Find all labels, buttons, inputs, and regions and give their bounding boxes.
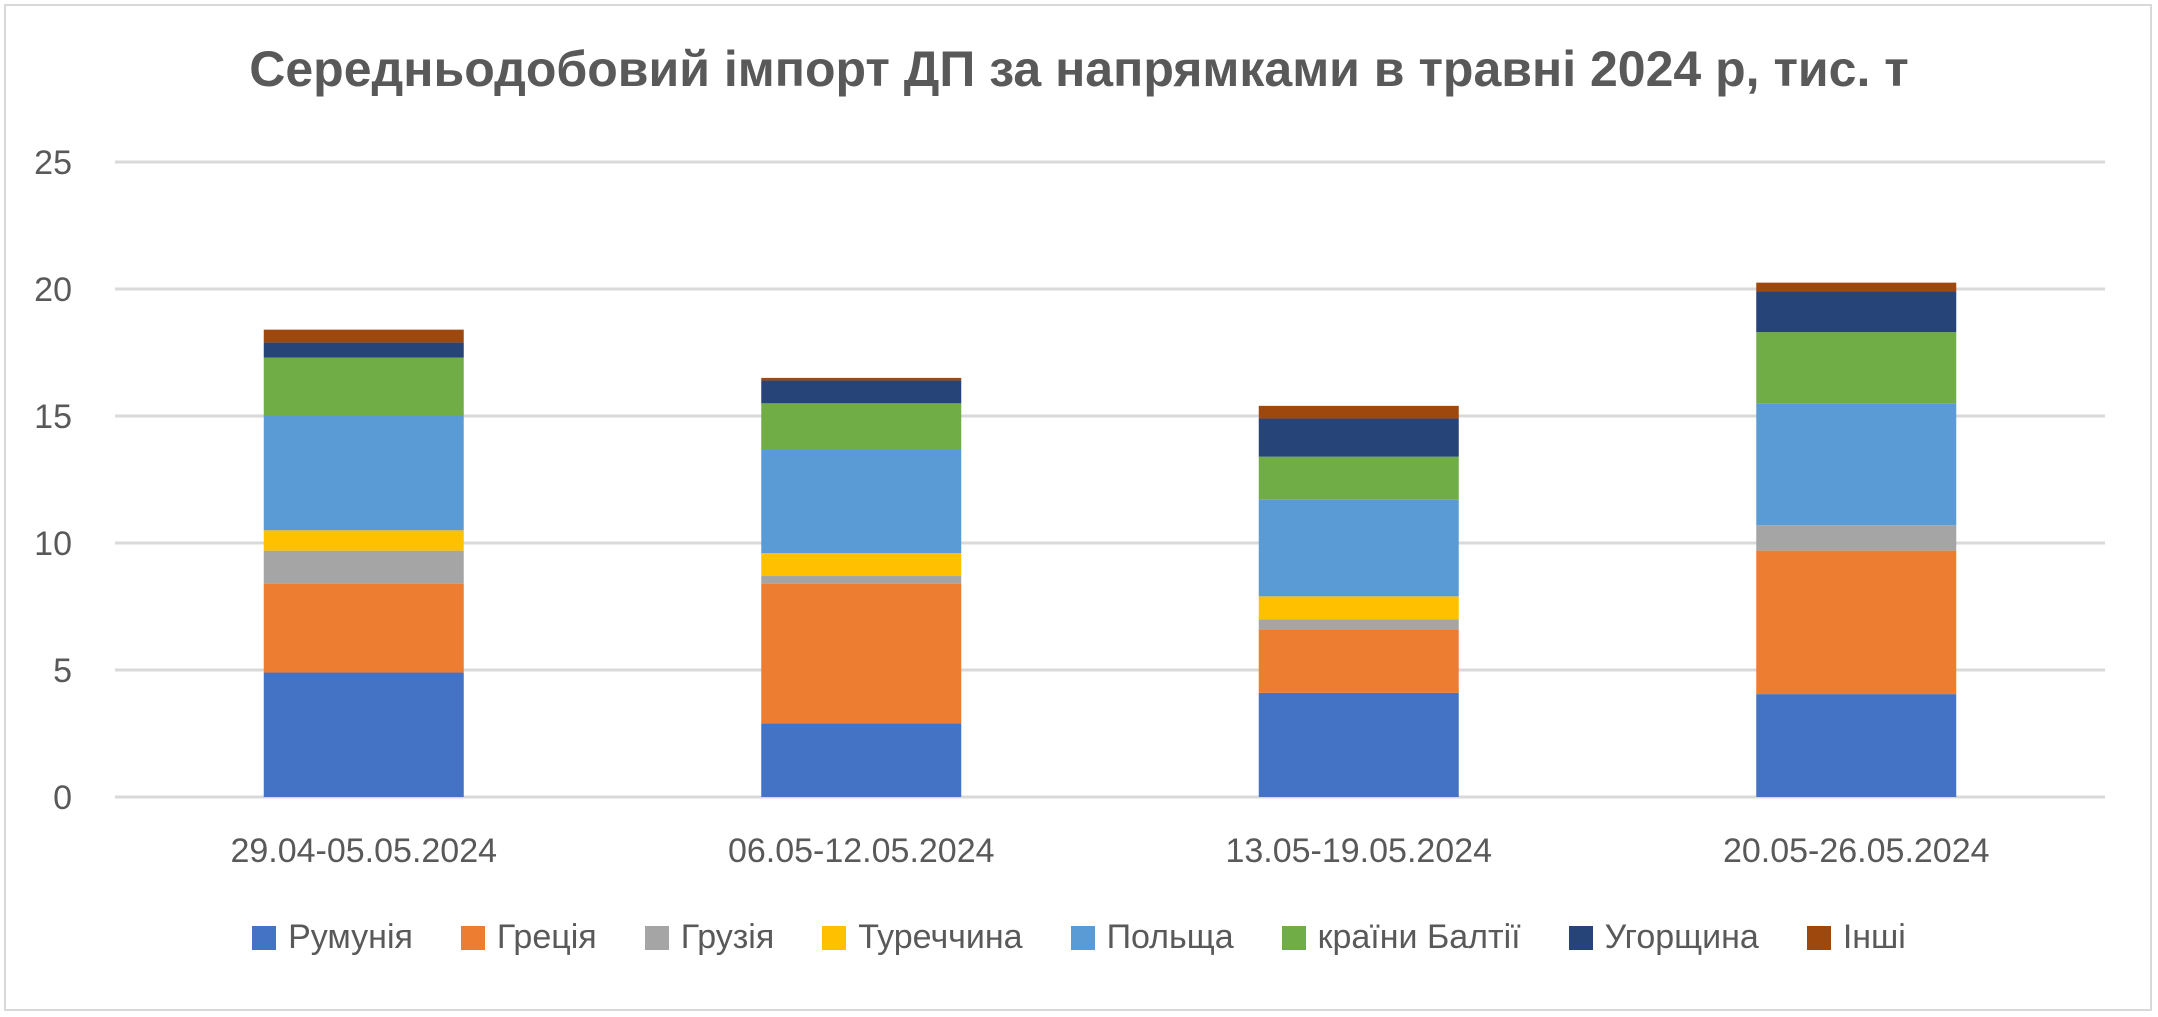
stacked-bar-chart: 0 5 10 15 20 25 29.04-05.05.2024 06.05-12.05.20… — [34, 144, 2105, 870]
y-tick-label: 25 — [34, 144, 72, 182]
legend-swatch — [460, 925, 485, 950]
bar-segment — [1756, 694, 1957, 797]
legend-label: країни Балтії — [1317, 918, 1521, 956]
bar-segment — [263, 342, 464, 358]
legend-swatch — [644, 925, 669, 950]
bar-segment — [1258, 596, 1459, 620]
bar-segment — [761, 576, 962, 584]
legend-item: Інші — [1806, 918, 1906, 957]
bar-segment — [1258, 456, 1459, 500]
bar-segment — [263, 550, 464, 584]
y-tick-label: 10 — [34, 525, 72, 563]
bar-segment — [1258, 629, 1459, 693]
bar-segment — [1258, 418, 1459, 457]
x-tick-label: 06.05-12.05.2024 — [728, 832, 995, 870]
bar-segment — [761, 723, 962, 797]
bar-segment — [761, 380, 962, 404]
legend-label: Угорщина — [1604, 918, 1759, 956]
y-tick-label: 15 — [34, 398, 72, 436]
x-tick-label: 29.04-05.05.2024 — [230, 832, 497, 870]
bar-segment — [263, 357, 464, 416]
bar-segment — [1258, 692, 1459, 797]
legend-item: Польща — [1070, 918, 1234, 957]
y-tick-label: 5 — [53, 652, 72, 690]
bar-segment — [1756, 403, 1957, 526]
bar-segment — [1756, 291, 1957, 333]
bar-segment — [1756, 332, 1957, 404]
x-tick-label: 20.05-26.05.2024 — [1723, 832, 1990, 870]
bar-segment — [263, 416, 464, 531]
bar-segment — [263, 329, 464, 343]
legend-item: Румунія — [252, 918, 413, 957]
bar-segment — [1258, 619, 1459, 630]
bar-segment — [263, 672, 464, 797]
bar-segment — [1756, 282, 1957, 292]
bar-segment — [761, 377, 962, 381]
legend-item: Туреччина — [822, 918, 1023, 957]
bar-segment — [1258, 499, 1459, 597]
bar-segment — [1756, 525, 1957, 551]
bar-segment — [263, 530, 464, 551]
legend-label: Польща — [1106, 918, 1234, 956]
chart-legend: Румунія Греція Грузія Туреччина Польща країни… — [0, 918, 2158, 957]
bar-segment — [263, 583, 464, 673]
bar-segment — [761, 553, 962, 577]
chart-title: Середньодобовий імпорт ДП за напрямками … — [249, 41, 1909, 97]
legend-item: Грузія — [644, 918, 775, 957]
y-tick-label: 0 — [53, 779, 72, 817]
legend-label: Грузія — [680, 918, 775, 956]
legend-swatch — [1806, 925, 1831, 950]
bar-segment — [1258, 405, 1459, 419]
legend-swatch — [1070, 925, 1095, 950]
bar-segment — [1756, 550, 1957, 695]
x-tick-label: 13.05-19.05.2024 — [1225, 832, 1492, 870]
legend-swatch — [252, 925, 277, 950]
legend-label: Греція — [496, 918, 597, 956]
bar-segment — [761, 403, 962, 450]
bar-segment — [761, 583, 962, 724]
legend-item: Греція — [460, 918, 597, 957]
legend-label: Туреччина — [858, 918, 1023, 956]
legend-label: Румунія — [288, 918, 413, 956]
legend-label: Інші — [1842, 918, 1906, 956]
bar-segment — [761, 449, 962, 554]
y-tick-label: 20 — [34, 271, 72, 309]
legend-item: Угорщина — [1568, 918, 1759, 957]
legend-swatch — [1281, 925, 1306, 950]
legend-item: країни Балтії — [1281, 918, 1521, 957]
legend-swatch — [1568, 925, 1593, 950]
legend-swatch — [822, 925, 847, 950]
